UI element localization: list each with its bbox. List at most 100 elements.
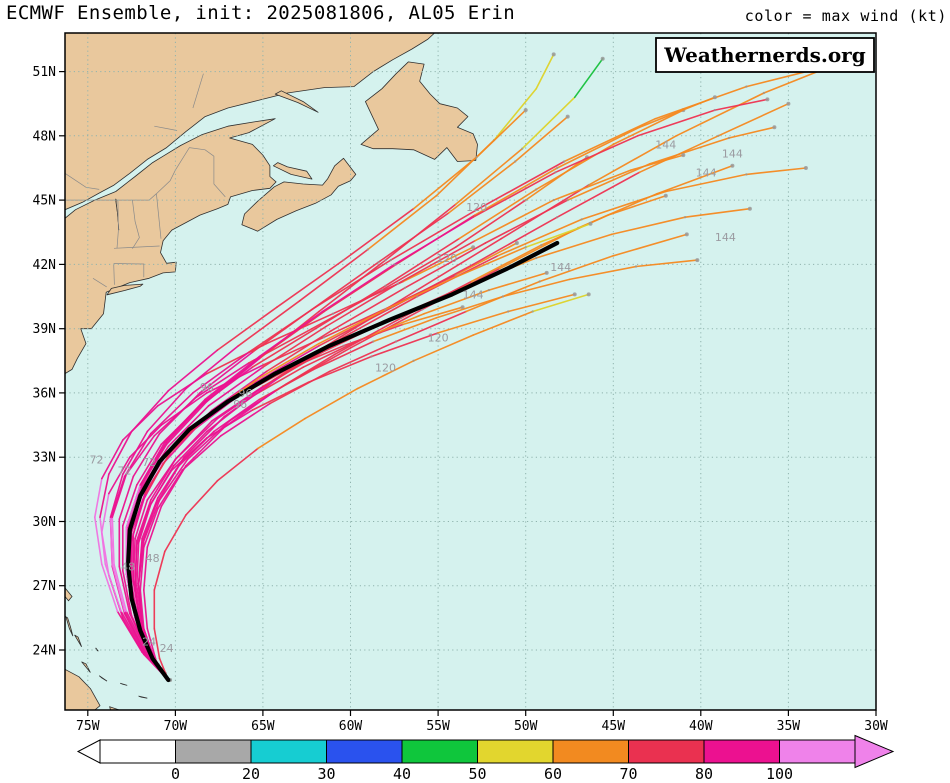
border-line [113, 263, 115, 285]
track-segment [728, 126, 776, 139]
track-segment [144, 452, 171, 495]
border-line [154, 125, 178, 131]
track-end-marker [712, 95, 717, 100]
border-line [192, 73, 204, 109]
track-segment [475, 109, 527, 159]
lat-tick-label: 51N [33, 65, 56, 80]
track-segment [158, 392, 201, 435]
track-end-marker [544, 270, 549, 275]
track-segment [101, 563, 119, 613]
track-segment [123, 432, 152, 478]
track-segment [472, 171, 557, 218]
track-segment [629, 154, 685, 171]
track-segment [185, 479, 219, 516]
track-segment [172, 430, 208, 467]
track-segment [568, 265, 637, 281]
track-segment [321, 263, 396, 313]
track-segment [165, 400, 208, 446]
track-segment [458, 188, 538, 240]
track-segment [403, 242, 487, 289]
watermark-box: Weathernerds.org [655, 37, 875, 73]
track-segment [139, 589, 145, 630]
colorbar-segment [175, 739, 252, 764]
track-segment [150, 458, 177, 501]
track-segment [136, 443, 163, 486]
track-segment [554, 135, 639, 174]
track-point-marker [403, 286, 406, 290]
track-segment [635, 259, 699, 268]
ensemble-track [139, 232, 689, 681]
track-point-marker [566, 198, 569, 202]
track-point-marker [366, 248, 370, 251]
colorbar-tick-label: 100 [766, 765, 793, 783]
border-line [113, 245, 160, 249]
track-segment [122, 484, 138, 527]
island [120, 682, 128, 686]
track-segment [111, 516, 115, 566]
island [81, 661, 91, 673]
track-point-marker [745, 85, 748, 88]
track-segment [531, 293, 590, 313]
track-segment [162, 428, 196, 465]
track-segment [423, 289, 490, 315]
track-end-marker [730, 163, 735, 168]
track-segment [94, 516, 103, 566]
colorbar-head [854, 734, 895, 769]
track-point-marker [342, 344, 345, 347]
track-point-marker [713, 108, 717, 112]
track-segment [333, 317, 403, 356]
landmass-pei [273, 162, 313, 180]
track-end-marker [747, 206, 752, 211]
track-segment [330, 287, 406, 332]
watermark-text: Weathernerds.org [663, 43, 865, 67]
hour-label: 120 [375, 362, 396, 375]
track-segment [216, 447, 259, 482]
track-segment [552, 169, 632, 201]
track-point-marker [683, 216, 687, 219]
track-segment [150, 464, 175, 506]
hour-label: 120 [428, 332, 449, 345]
lon-tick-label: 75W [76, 719, 100, 734]
hour-label: 48 [146, 552, 160, 565]
track-segment [153, 627, 161, 660]
border-line [132, 200, 140, 249]
hour-label: 96 [200, 381, 214, 394]
track-segment [474, 160, 566, 212]
track-segment [304, 387, 359, 420]
track-segment [535, 53, 555, 90]
track-segment [109, 516, 114, 566]
lat-tick-label: 24N [33, 644, 56, 659]
track-segment [104, 563, 122, 613]
track-segment [258, 342, 320, 379]
island [98, 675, 108, 682]
track-segment [137, 537, 143, 585]
lat-tick-label: 48N [33, 129, 56, 144]
hour-label: 120 [436, 252, 457, 265]
track-segment [454, 246, 527, 279]
track-segment [120, 610, 145, 654]
track-segment [412, 156, 478, 210]
lon-tick-label: 35W [777, 719, 801, 734]
hour-label: 144 [722, 147, 743, 160]
track-segment [160, 464, 187, 508]
landmass-newfoundland [360, 61, 478, 162]
track-segment [123, 610, 147, 654]
track-segment [502, 278, 571, 298]
axis-layer: 24N 27N 30N 33N 36N 39N 42N 45N 48N 51N 75W 70W 65W 6… [33, 65, 888, 734]
landmass-anticosti [274, 90, 319, 113]
track-segment [447, 160, 517, 214]
track-segment [302, 338, 362, 369]
track-segment [587, 135, 678, 186]
track-point-marker [524, 246, 527, 249]
track-segment [318, 306, 394, 347]
track-segment [216, 306, 278, 351]
track-point-marker [717, 134, 720, 137]
track-segment [99, 516, 107, 566]
track-segment [556, 171, 641, 218]
track-segment [435, 295, 504, 319]
track-segment [111, 473, 128, 519]
colorbar-segment [250, 739, 327, 764]
track-segment [109, 475, 126, 521]
island [65, 587, 73, 602]
